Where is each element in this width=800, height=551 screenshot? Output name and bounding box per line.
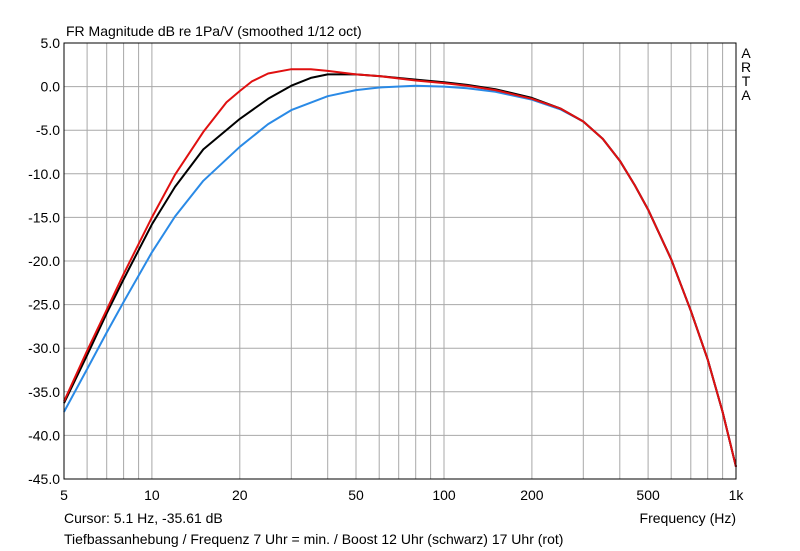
logo-letter: R (741, 59, 751, 75)
cursor-readout: Cursor: 5.1 Hz, -35.61 dB (64, 510, 223, 526)
y-tick-label: 5.0 (41, 35, 61, 51)
chart-grid (64, 43, 736, 479)
chart-series (63, 68, 737, 468)
series-line-1 (63, 84, 737, 468)
y-tick-label: -10.0 (28, 166, 60, 182)
x-axis-tick-labels: 5 10 20 50 100 200 500 1k (60, 487, 744, 503)
y-tick-label: -25.0 (28, 297, 60, 313)
y-axis-tick-labels: 5.0 0.0 -5.0 -10.0 -15.0 -20.0 -25.0 -30.0 -35.0… (28, 35, 60, 487)
series-line-3 (63, 68, 737, 468)
x-tick-label: 10 (144, 487, 160, 503)
logo-letter: T (742, 73, 751, 89)
x-tick-label: 500 (636, 487, 660, 503)
series-line-2 (63, 73, 737, 468)
x-axis-label: Frequency (Hz) (640, 510, 736, 526)
y-tick-label: -5.0 (36, 122, 60, 138)
x-tick-label: 5 (60, 487, 68, 503)
chart-title: FR Magnitude dB re 1Pa/V (smoothed 1/12 … (66, 23, 362, 39)
y-tick-label: -15.0 (28, 209, 60, 225)
y-tick-label: -40.0 (28, 427, 60, 443)
logo-letter: A (741, 87, 751, 103)
x-tick-label: 100 (432, 487, 456, 503)
y-tick-label: -45.0 (28, 471, 60, 487)
logo-letter: A (741, 45, 751, 61)
y-tick-label: 0.0 (41, 79, 61, 95)
x-tick-label: 1k (729, 487, 745, 503)
chart-caption: Tiefbassanhebung / Frequenz 7 Uhr = min.… (64, 531, 563, 547)
x-tick-label: 50 (348, 487, 364, 503)
y-tick-label: -35.0 (28, 384, 60, 400)
y-tick-label: -20.0 (28, 253, 60, 269)
plot-frame (63, 42, 737, 480)
x-tick-label: 200 (520, 487, 544, 503)
x-tick-label: 20 (232, 487, 248, 503)
y-tick-label: -30.0 (28, 340, 60, 356)
